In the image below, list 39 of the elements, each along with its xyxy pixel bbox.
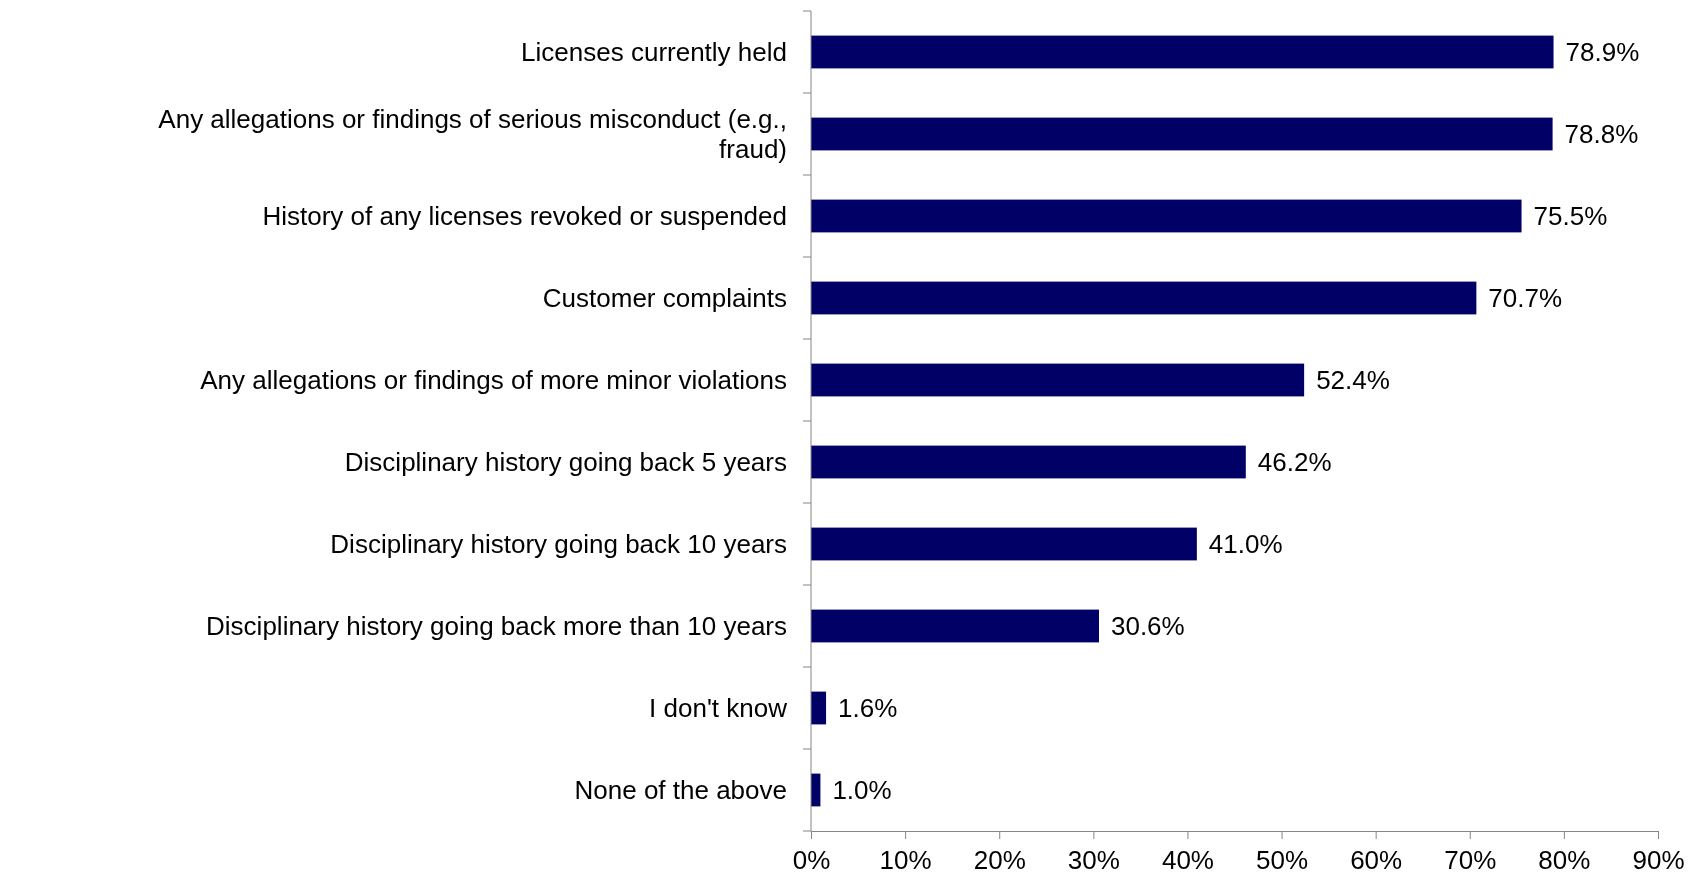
x-tick-label: 50% — [1256, 845, 1309, 876]
x-tick-label: 60% — [1350, 845, 1403, 876]
bar — [811, 363, 1305, 397]
x-tick-label: 30% — [1067, 845, 1120, 876]
data-label: 70.7% — [1488, 283, 1563, 314]
data-label: 75.5% — [1533, 201, 1608, 232]
bar — [811, 445, 1246, 479]
data-label: 78.9% — [1565, 37, 1640, 68]
bar — [811, 281, 1477, 315]
data-label: 1.6% — [838, 693, 898, 724]
x-tick-label: 20% — [973, 845, 1026, 876]
x-tick-label: 0% — [792, 845, 831, 876]
data-label: 30.6% — [1110, 611, 1185, 642]
y-tick-label: History of any licenses revoked or suspended — [262, 201, 787, 232]
y-tick-label: Disciplinary history going back 10 years — [330, 529, 787, 560]
bar — [811, 527, 1197, 561]
bar — [811, 199, 1522, 233]
x-tick-label: 10% — [879, 845, 932, 876]
data-label: 1.0% — [832, 775, 892, 806]
data-label: 78.8% — [1564, 119, 1639, 150]
x-tick-label: 40% — [1161, 845, 1214, 876]
data-label: 41.0% — [1208, 529, 1283, 560]
y-tick-label: None of the above — [574, 775, 787, 806]
y-tick-label: Licenses currently held — [521, 37, 787, 68]
data-label: 46.2% — [1257, 447, 1332, 478]
x-tick-label: 90% — [1632, 845, 1685, 876]
y-tick-label: Any allegations or findings of serious misconduct (e.g., fraud) — [158, 104, 787, 165]
y-tick-label: I don't know — [649, 693, 788, 724]
y-tick-label: Disciplinary history going back more than 10 years — [206, 611, 787, 642]
x-tick-label: 80% — [1538, 845, 1591, 876]
y-tick-label: Any allegations or findings of more minor violations — [200, 365, 787, 396]
bar — [811, 35, 1554, 69]
y-tick-label: Disciplinary history going back 5 years — [344, 447, 787, 478]
bar — [811, 691, 827, 725]
bar — [811, 117, 1553, 151]
data-label: 52.4% — [1316, 365, 1390, 396]
bar — [811, 609, 1099, 643]
x-tick-label: 70% — [1444, 845, 1497, 876]
y-tick-label: Customer complaints — [542, 283, 787, 314]
